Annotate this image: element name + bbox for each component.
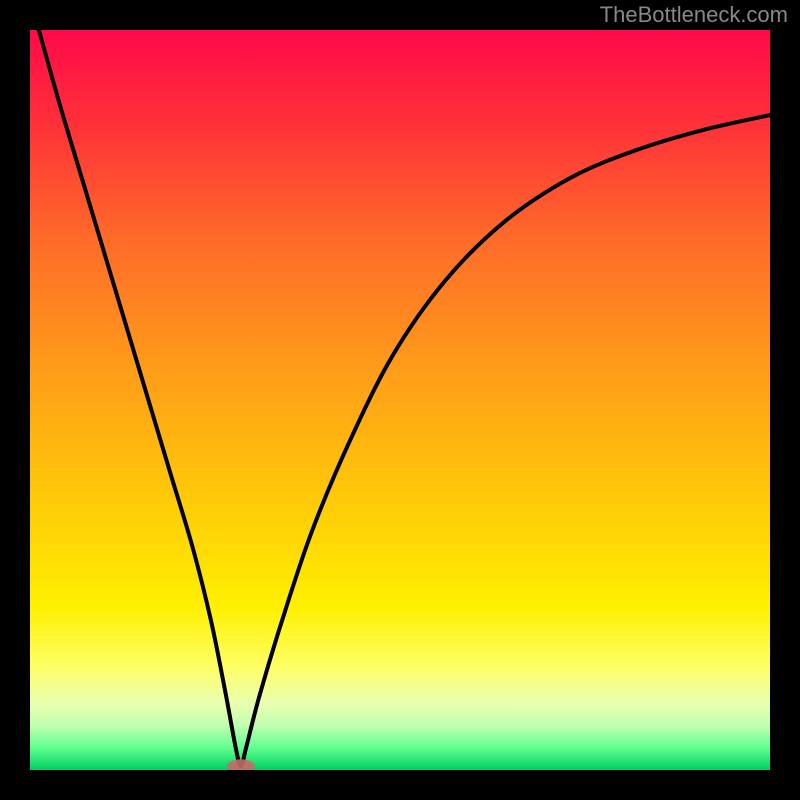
minimum-marker xyxy=(227,759,255,770)
chart-container: TheBottleneck.com xyxy=(0,0,800,800)
plot-area xyxy=(30,30,770,770)
bottleneck-curve xyxy=(39,30,770,766)
watermark-text: TheBottleneck.com xyxy=(600,2,788,28)
plot-svg xyxy=(30,30,770,770)
